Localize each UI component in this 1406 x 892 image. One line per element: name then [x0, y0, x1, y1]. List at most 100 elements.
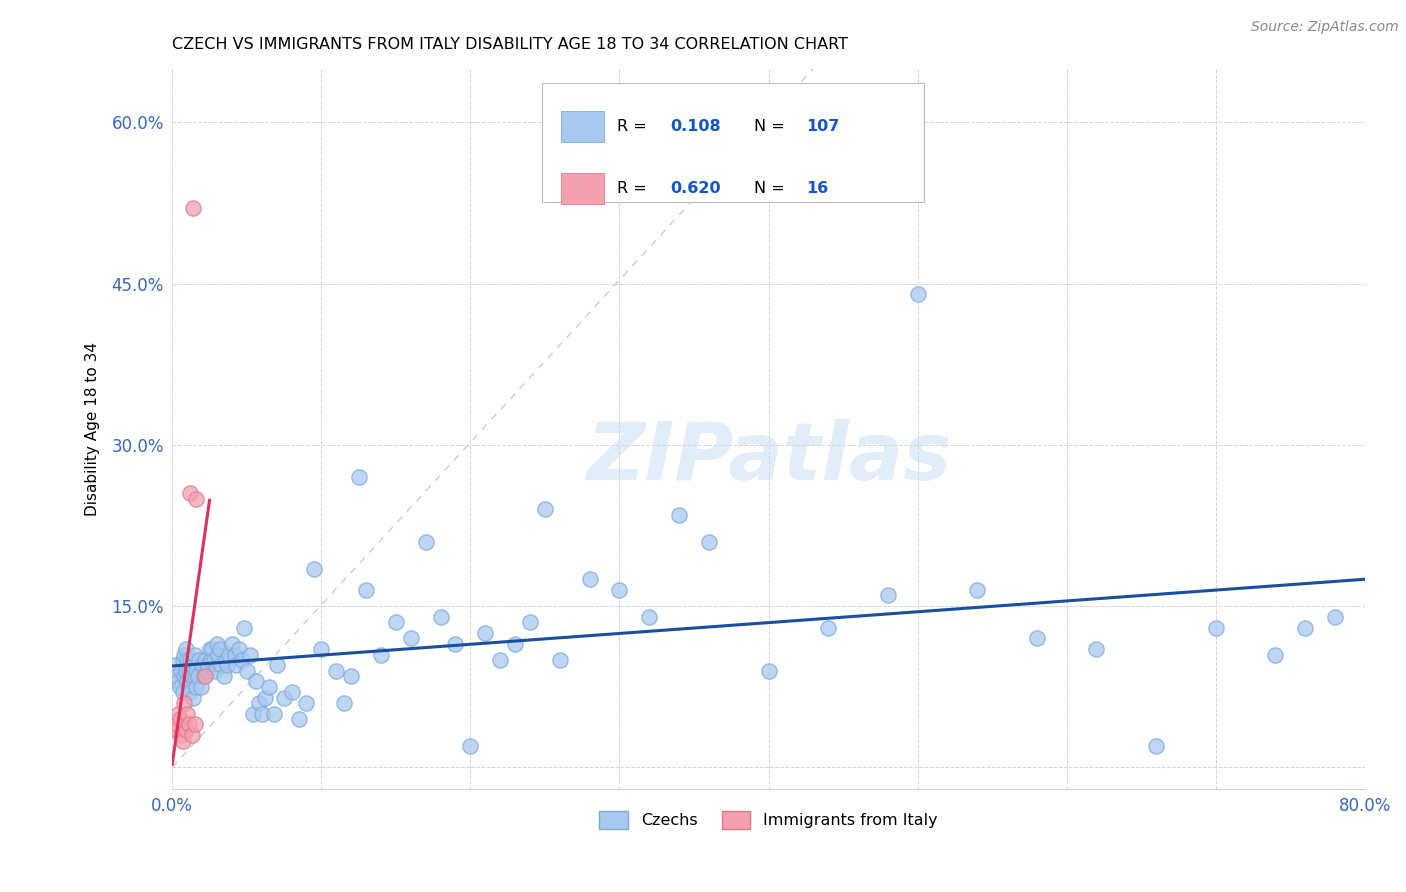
Point [876, 588, 898, 602]
Point [191, 658, 214, 673]
Point [295, 696, 318, 710]
Point [215, 653, 238, 667]
Point [758, 664, 780, 678]
Point [198, 642, 221, 657]
Point [183, 717, 205, 731]
Point [1144, 739, 1167, 753]
Point [225, 658, 247, 673]
Point [204, 664, 226, 678]
Point [188, 653, 211, 667]
Text: 16: 16 [806, 181, 828, 196]
Point [253, 690, 276, 705]
Point [172, 733, 194, 747]
Point [817, 621, 839, 635]
Point [668, 508, 690, 522]
Point [370, 648, 392, 662]
Point [180, 658, 202, 673]
Point [1085, 642, 1108, 657]
Point [228, 642, 250, 657]
Point [415, 534, 437, 549]
Point [167, 706, 190, 721]
Text: 0.108: 0.108 [669, 120, 720, 135]
Point [167, 674, 190, 689]
Y-axis label: Disability Age 18 to 34: Disability Age 18 to 34 [86, 342, 100, 516]
Point [183, 648, 205, 662]
Point [1324, 610, 1347, 624]
Point [966, 582, 988, 597]
Point [474, 626, 496, 640]
Point [609, 582, 631, 597]
Point [242, 706, 264, 721]
Point [218, 648, 240, 662]
Point [169, 680, 191, 694]
Point [224, 648, 246, 662]
Point [236, 664, 259, 678]
Point [266, 658, 288, 673]
Point [169, 712, 191, 726]
Point [180, 728, 202, 742]
Point [231, 653, 253, 667]
Point [217, 658, 239, 673]
Point [194, 669, 217, 683]
FancyBboxPatch shape [561, 112, 605, 142]
Point [173, 696, 195, 710]
Point [207, 648, 229, 662]
Point [245, 674, 267, 689]
Point [247, 696, 270, 710]
Point [170, 728, 193, 742]
Point [194, 653, 217, 667]
Point [263, 706, 285, 721]
Point [177, 664, 200, 678]
Point [232, 621, 254, 635]
Point [184, 491, 207, 506]
Point [165, 658, 187, 673]
Point [179, 486, 201, 500]
Point [311, 642, 333, 657]
Point [183, 669, 205, 683]
Point [288, 712, 311, 726]
Point [193, 669, 215, 683]
Point [697, 534, 720, 549]
Point [170, 664, 193, 678]
FancyBboxPatch shape [561, 173, 605, 204]
Point [166, 717, 188, 731]
Point [172, 685, 194, 699]
Point [179, 653, 201, 667]
Point [347, 470, 370, 484]
Point [239, 648, 262, 662]
Point [200, 653, 222, 667]
Point [214, 669, 236, 683]
Point [190, 680, 212, 694]
Point [177, 717, 200, 731]
Point [180, 669, 202, 683]
Point [548, 653, 571, 667]
Point [197, 658, 219, 673]
Point [1205, 621, 1227, 635]
Point [209, 658, 232, 673]
Text: Source: ZipAtlas.com: Source: ZipAtlas.com [1251, 20, 1399, 34]
Point [173, 669, 195, 683]
Text: N =: N = [755, 120, 790, 135]
Point [444, 637, 467, 651]
Point [1025, 632, 1047, 646]
Point [181, 690, 204, 705]
Point [174, 664, 197, 678]
Point [184, 664, 207, 678]
Point [519, 615, 541, 630]
Point [172, 653, 194, 667]
Point [354, 582, 377, 597]
Point [578, 572, 600, 586]
Point [174, 723, 197, 737]
Point [165, 723, 187, 737]
Point [257, 680, 280, 694]
Point [489, 653, 512, 667]
Point [187, 669, 209, 683]
Text: CZECH VS IMMIGRANTS FROM ITALY DISABILITY AGE 18 TO 34 CORRELATION CHART: CZECH VS IMMIGRANTS FROM ITALY DISABILIT… [173, 37, 848, 53]
FancyBboxPatch shape [541, 83, 924, 202]
Text: R =: R = [617, 181, 652, 196]
Point [174, 642, 197, 657]
Point [176, 706, 198, 721]
Point [221, 637, 243, 651]
Text: ZIPatlas: ZIPatlas [586, 418, 950, 497]
Point [332, 696, 354, 710]
